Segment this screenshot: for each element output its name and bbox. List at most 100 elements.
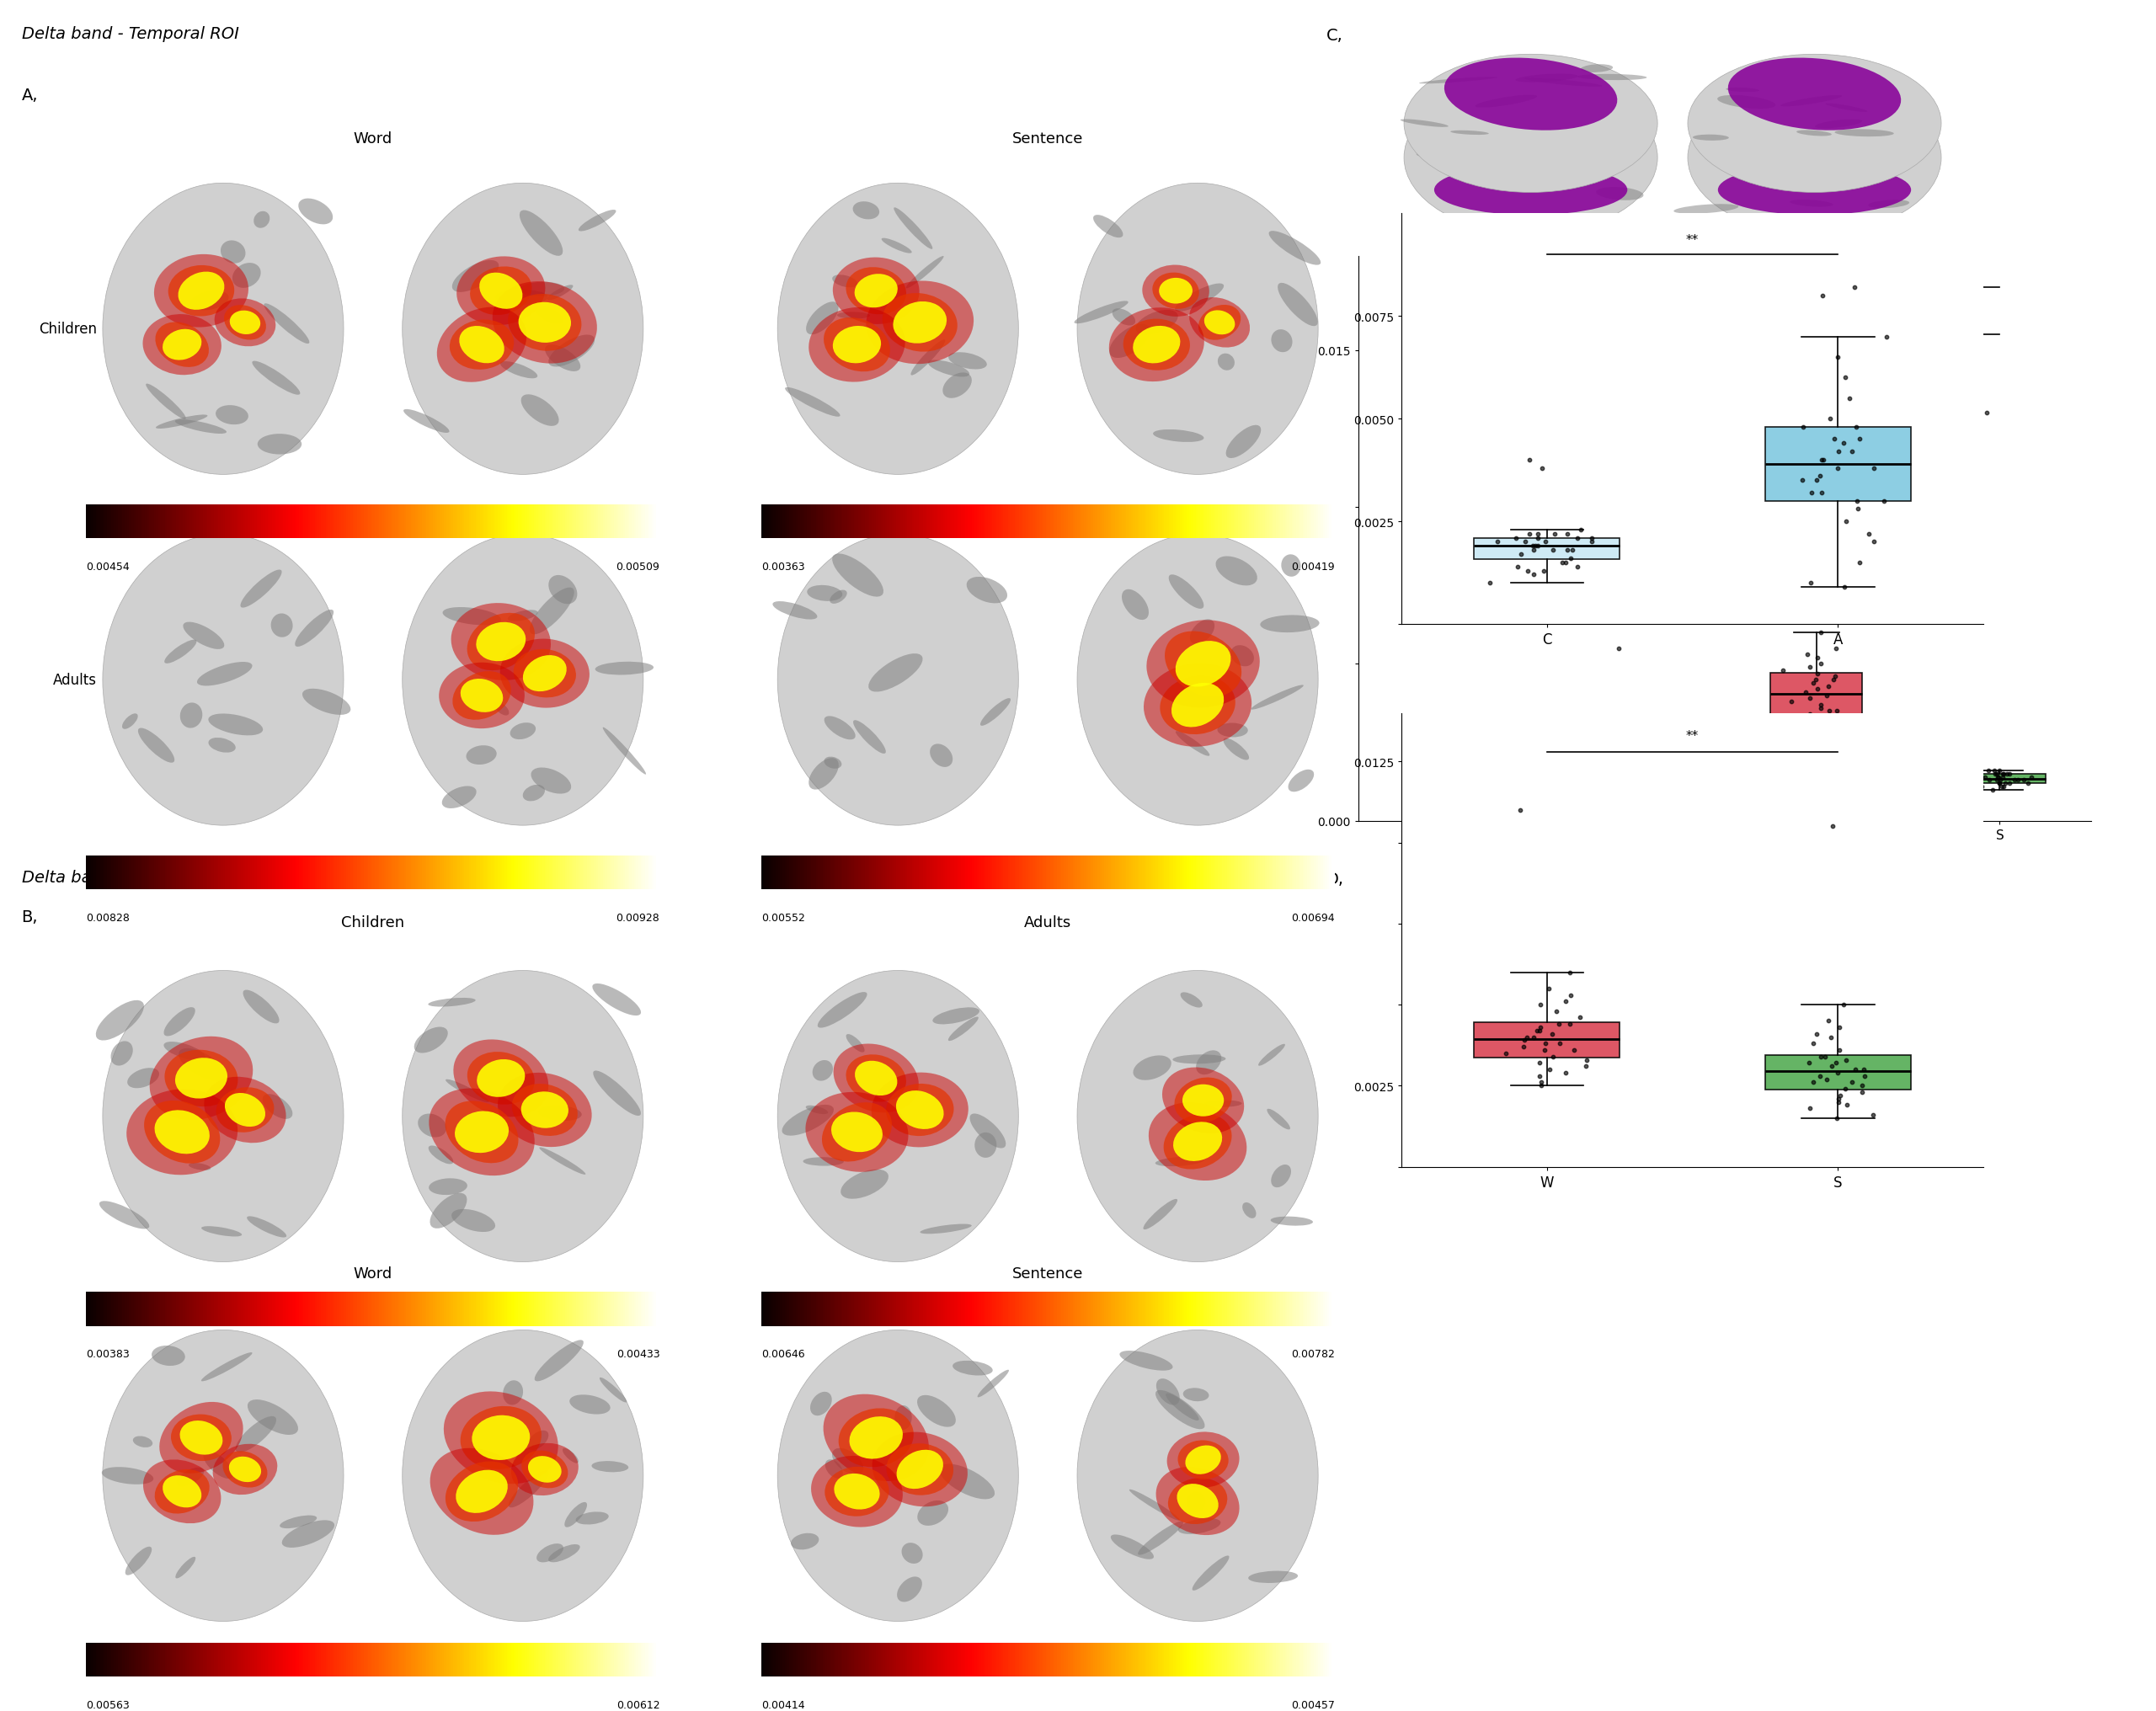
Ellipse shape	[772, 602, 817, 619]
Point	[1414, 780, 1449, 808]
Point	[1529, 1030, 1563, 1057]
Point	[1421, 767, 1455, 794]
Ellipse shape	[565, 1502, 586, 1528]
Ellipse shape	[442, 607, 500, 626]
Ellipse shape	[1074, 301, 1128, 323]
Ellipse shape	[1227, 426, 1261, 459]
Ellipse shape	[494, 703, 509, 715]
Point	[1811, 710, 1846, 737]
Ellipse shape	[1268, 1109, 1289, 1129]
Ellipse shape	[459, 327, 505, 364]
Point	[1516, 532, 1550, 559]
Ellipse shape	[591, 1461, 627, 1471]
Ellipse shape	[498, 1073, 591, 1148]
Text: 0.00646: 0.00646	[761, 1348, 804, 1359]
Ellipse shape	[451, 320, 513, 370]
Ellipse shape	[778, 183, 1018, 476]
Ellipse shape	[1078, 183, 1317, 476]
Point	[1518, 532, 1552, 559]
Point	[1807, 1044, 1841, 1071]
Point	[1846, 1073, 1880, 1100]
Point	[1818, 664, 1852, 691]
Ellipse shape	[476, 1059, 524, 1097]
Ellipse shape	[1445, 156, 1490, 164]
Point	[1613, 782, 1647, 809]
Ellipse shape	[1272, 1165, 1291, 1187]
Point	[1992, 760, 2027, 787]
Point	[1440, 777, 1475, 804]
Ellipse shape	[1108, 308, 1205, 382]
Point	[1828, 1047, 1863, 1075]
Ellipse shape	[906, 257, 944, 289]
Ellipse shape	[502, 1381, 524, 1405]
Ellipse shape	[1078, 1329, 1317, 1622]
Point	[1606, 777, 1641, 804]
Ellipse shape	[235, 1417, 276, 1453]
Ellipse shape	[1173, 1054, 1227, 1064]
Text: 0.00612: 0.00612	[617, 1699, 660, 1709]
Ellipse shape	[832, 554, 884, 597]
Point	[1809, 683, 1843, 710]
Point	[1811, 1008, 1846, 1035]
Ellipse shape	[1281, 554, 1300, 577]
Ellipse shape	[455, 1112, 509, 1153]
Ellipse shape	[1781, 96, 1841, 108]
Ellipse shape	[940, 1465, 994, 1499]
Ellipse shape	[1727, 89, 1759, 92]
Ellipse shape	[569, 1394, 610, 1415]
Ellipse shape	[164, 1051, 237, 1107]
Point	[1429, 767, 1464, 794]
Ellipse shape	[539, 1148, 586, 1175]
Ellipse shape	[895, 209, 934, 250]
Ellipse shape	[548, 286, 573, 301]
Ellipse shape	[1162, 1068, 1244, 1134]
Ellipse shape	[522, 1092, 569, 1128]
Point	[1593, 777, 1628, 804]
Point	[1600, 777, 1634, 804]
Text: 0.00419: 0.00419	[1291, 561, 1335, 571]
Ellipse shape	[403, 970, 642, 1263]
Point	[1529, 529, 1563, 556]
Ellipse shape	[179, 272, 224, 310]
Ellipse shape	[1156, 1379, 1179, 1405]
Ellipse shape	[949, 352, 987, 370]
Ellipse shape	[509, 1470, 550, 1507]
Ellipse shape	[821, 1102, 893, 1162]
Ellipse shape	[886, 1085, 953, 1136]
Ellipse shape	[1595, 188, 1643, 200]
Ellipse shape	[181, 703, 203, 729]
Point	[1792, 654, 1826, 681]
Ellipse shape	[1419, 77, 1498, 84]
Ellipse shape	[509, 294, 582, 351]
Point	[1427, 773, 1462, 801]
Point	[1570, 1047, 1604, 1075]
Ellipse shape	[834, 1473, 880, 1509]
Ellipse shape	[476, 623, 526, 662]
Ellipse shape	[440, 662, 524, 729]
Point	[1815, 1052, 1850, 1080]
Point	[1613, 770, 1647, 797]
Ellipse shape	[929, 744, 953, 768]
Ellipse shape	[548, 335, 595, 368]
Ellipse shape	[1156, 1466, 1240, 1535]
Text: Delta band - Temporal ROI: Delta band - Temporal ROI	[22, 26, 239, 43]
Ellipse shape	[524, 655, 567, 691]
Point	[1598, 773, 1632, 801]
Ellipse shape	[149, 1037, 252, 1121]
Point	[1811, 698, 1846, 725]
Ellipse shape	[511, 724, 535, 739]
Ellipse shape	[1121, 590, 1149, 621]
Ellipse shape	[1475, 96, 1537, 108]
Point	[1432, 770, 1466, 797]
Point	[1524, 455, 1559, 483]
Point	[1789, 679, 1824, 707]
Point	[1846, 1056, 1880, 1083]
Point	[1800, 645, 1835, 672]
Ellipse shape	[1164, 1114, 1231, 1170]
Ellipse shape	[854, 274, 897, 308]
Ellipse shape	[910, 340, 944, 376]
Ellipse shape	[869, 654, 923, 693]
Point	[1792, 1049, 1826, 1076]
Ellipse shape	[1138, 1521, 1184, 1555]
Point	[1828, 364, 1863, 392]
